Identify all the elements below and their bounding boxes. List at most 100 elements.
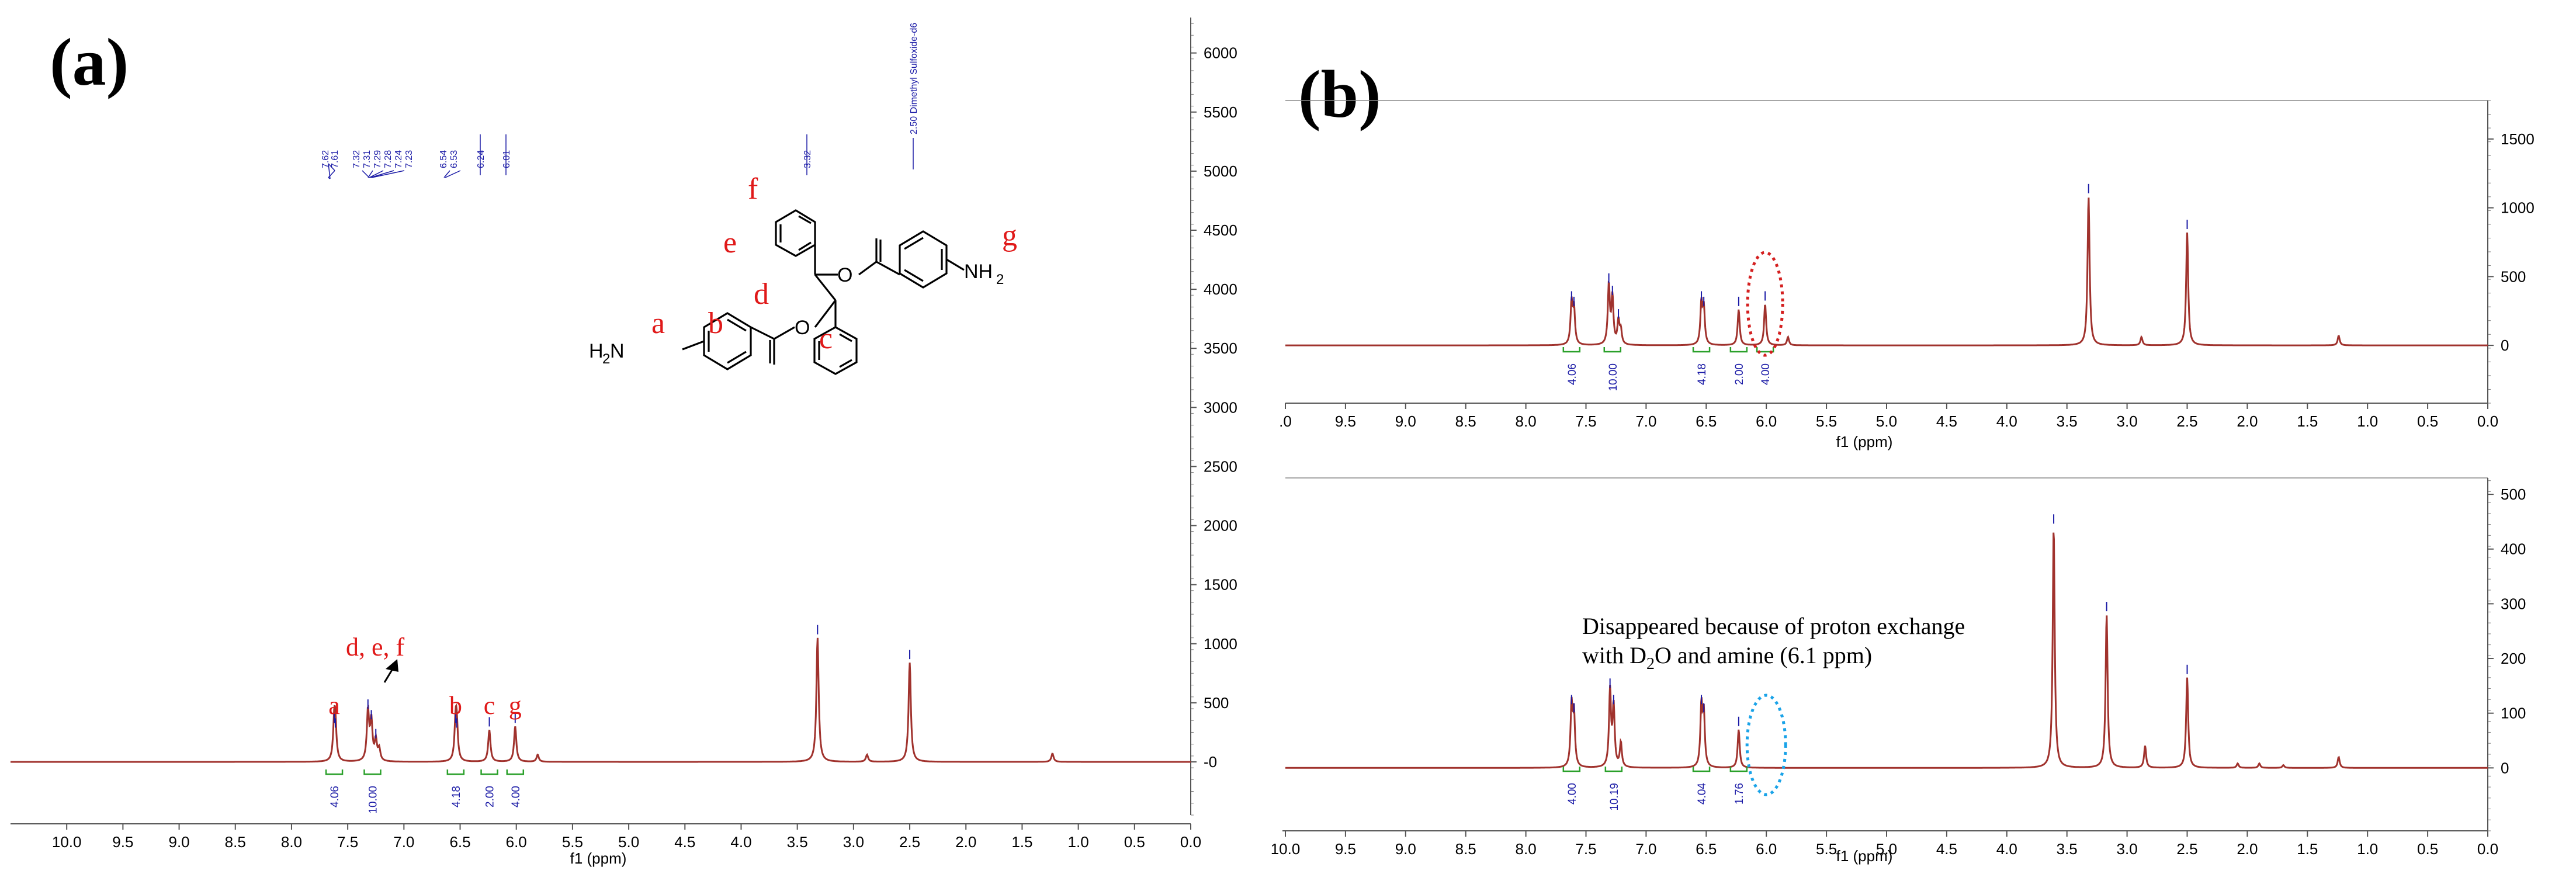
phenyl-ring-bottom [813,326,858,375]
x-tick-label: 3.5 [2057,412,2078,430]
x-tick-label: 9.5 [1335,412,1356,430]
x-tick-label: 7.5 [1575,840,1596,858]
panel-a: (a) -0 500 1000 1500 2000 2500 3000 3500 4000 450… [11,18,1237,867]
y-tick-label: 3000 [1204,398,1237,416]
y-tick-label: 1000 [1204,635,1237,653]
integral-value: 4.06 [329,786,341,807]
x-tick-label: 5.5 [562,833,583,851]
x-tick-label: 1.0 [2357,840,2378,858]
integrals-a: 4.06 10.00 4.18 2.00 4.00 [325,769,525,814]
integrals-b1: 4.06 10.00 4.18 2.00 4.00 [1562,347,1774,391]
x-tick-label: 0.0 [2477,412,2498,430]
x-tick-label: 5.0 [618,833,639,851]
y-tick-label: 5000 [1204,162,1237,180]
aminophenyl-ring-left [703,312,752,370]
integral-bracket [1562,767,1581,772]
y-tick-label: 300 [2501,595,2526,612]
exchange-annotation-line-2: with D2O and amine (6.1 ppm) [1582,642,1872,673]
integral-bracket [1604,767,1623,772]
phenyl-ring-top [775,209,816,257]
y-tick-label: 4500 [1204,221,1237,239]
x-tick-label: 6.0 [1756,412,1777,430]
x-tick-label: 1.5 [2297,412,2318,430]
integral-value: 4.00 [1760,363,1772,385]
y-tick-label: 500 [2501,486,2526,503]
integral-bracket [1729,767,1748,772]
integral-value: 10.19 [1608,783,1621,811]
aminophenyl-ring-right [899,230,948,289]
amine-left-h: H [589,340,604,362]
oxygen-atom-left: O [795,317,810,339]
x-axis-title-b2: f1 (ppm) [1836,847,1893,865]
x-tick-label: 3.0 [2117,840,2138,858]
peak-label-dmso: 2.50 Dimethyl Sulfoxide-d6 [909,23,919,134]
x-tick-label: 6.5 [1696,840,1717,858]
peak-label: 7.23 [404,150,414,168]
x-tick-label: 1.5 [1011,833,1032,851]
amine-right-label: NH [964,261,993,283]
peak-markers-b1 [1570,183,2188,319]
integral-bracket [506,769,525,775]
integral-value: 2.00 [1733,363,1746,385]
x-tick-label: 8.0 [1516,412,1537,430]
x-tick-label: 9.0 [1395,412,1416,430]
peak-label: 6.24 [476,150,486,168]
peak-labels-a: 7.62 7.61 7.32 7.31 7.29 7.28 7.24 7.23 6.54 6.53… [321,23,919,175]
exchange-annotation-line-1: Disappeared because of proton exchange [1582,613,1965,639]
spectrum-line-b1 [1285,197,2488,346]
peak-markers-a [334,625,911,739]
integral-bracket [1562,347,1581,353]
x-ticks-b1: .0 9.5 9.0 8.5 8.0 7.5 7.0 6.5 6.0 5.5 5.0 4.5 4.0 3.… [1279,403,2498,430]
x-tick-label: 4.5 [1936,412,1957,430]
peak-label: 7.29 [373,150,383,168]
y-tick-label: 100 [2501,705,2526,722]
x-tick-label: 0.5 [2417,840,2438,858]
x-tick-label: 3.0 [2117,412,2138,430]
x-tick-label: 3.5 [787,833,808,851]
x-tick-label: 1.0 [1068,833,1089,851]
integral-bracket [325,769,344,775]
amine-left-n: N [610,340,625,362]
panel-b-top: 0 500 1000 1500 .0 9.5 9.0 8.5 8.0 7.5 7.0 6.5 6.0 5… [1279,100,2535,450]
amine-right-subscript: 2 [996,272,1004,287]
x-tick-label: 8.5 [225,833,246,851]
x-ticks-b2: 10.0 9.5 9.0 8.5 8.0 7.5 7.0 6.5 6.0 5.5 5.0 4.5 4.0… [1271,831,2498,858]
x-tick-label: 5.5 [1816,412,1837,430]
arrow-def [383,659,398,683]
y-tick-label: 1500 [1204,576,1237,594]
y-tick-label: 2000 [1204,517,1237,535]
oxygen-atom-right: O [837,264,852,286]
peak-label: 6.53 [449,150,459,168]
peak-label: 3.32 [803,150,813,168]
integral-bracket [1692,767,1711,772]
x-tick-label: 2.5 [899,833,920,851]
integral-bracket [1692,347,1711,353]
x-axis-title-b1: f1 (ppm) [1836,433,1893,450]
y-tick-label: -0 [1204,753,1217,771]
annotation-subscript: 2 [1646,655,1655,673]
highlight-ellipse-blue [1745,694,1787,796]
assignment-def: d, e, f [346,633,405,661]
structure-label-g: g [1002,219,1017,252]
x-tick-label: 0.5 [2417,412,2438,430]
y-tick-label: 500 [1204,694,1229,712]
peak-assignment-label: b [449,691,462,720]
panel-label-b: (b) [1298,57,1381,132]
x-tick-label: 6.0 [506,833,527,851]
integral-value: 4.18 [1696,363,1708,385]
y-tick-label: 2500 [1204,457,1237,475]
integral-value: 4.00 [1566,783,1579,805]
x-tick-label: 4.0 [1996,412,2017,430]
x-tick-label: 0.0 [2477,840,2498,858]
x-tick-label: 7.5 [337,833,358,851]
amine-left-subscript: 2 [602,351,610,367]
x-tick-label: 0.0 [1180,833,1201,851]
annotation-text-o-and-amine: O and amine (6.1 ppm) [1655,642,1872,668]
x-tick-label: 2.5 [2176,840,2197,858]
y-tick-label: 1500 [2501,130,2535,148]
x-tick-label: 5.5 [1816,840,1837,858]
peak-assignment-label: g [509,691,522,720]
y-tick-label: 3500 [1204,339,1237,357]
peak-label: 7.62 [321,150,331,168]
